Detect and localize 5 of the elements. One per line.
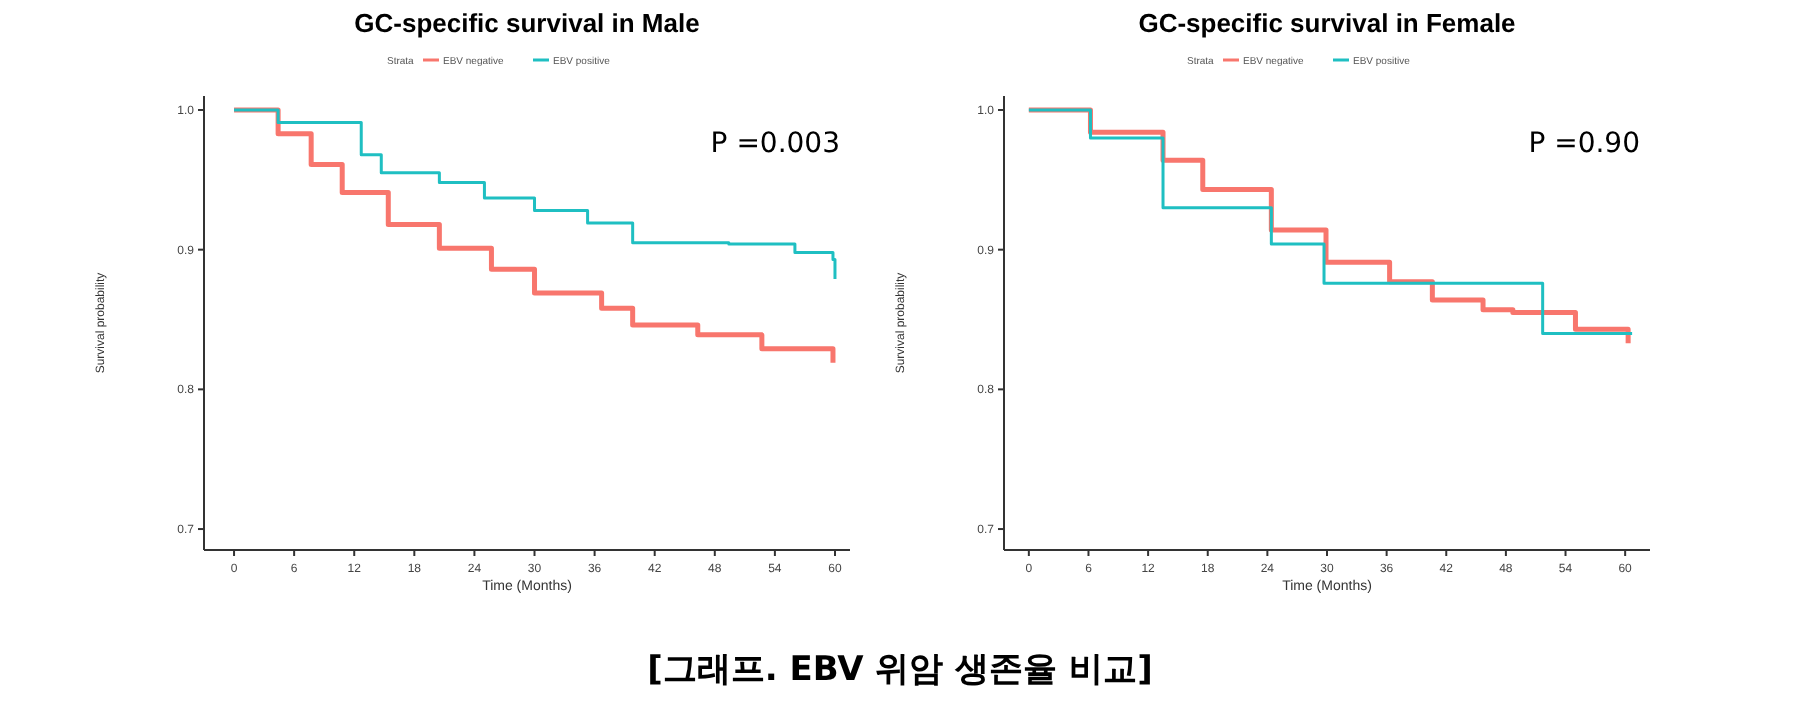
annotation: P =0.90 — [1528, 128, 1640, 160]
text: [그래프. EBV 위암 생존율 비교] — [647, 650, 1153, 690]
chart-title: GC-specific survival in Male — [354, 8, 700, 38]
chart-title: GC-specific survival in Female — [1138, 8, 1516, 38]
annotation: P =0.003 — [710, 128, 840, 160]
